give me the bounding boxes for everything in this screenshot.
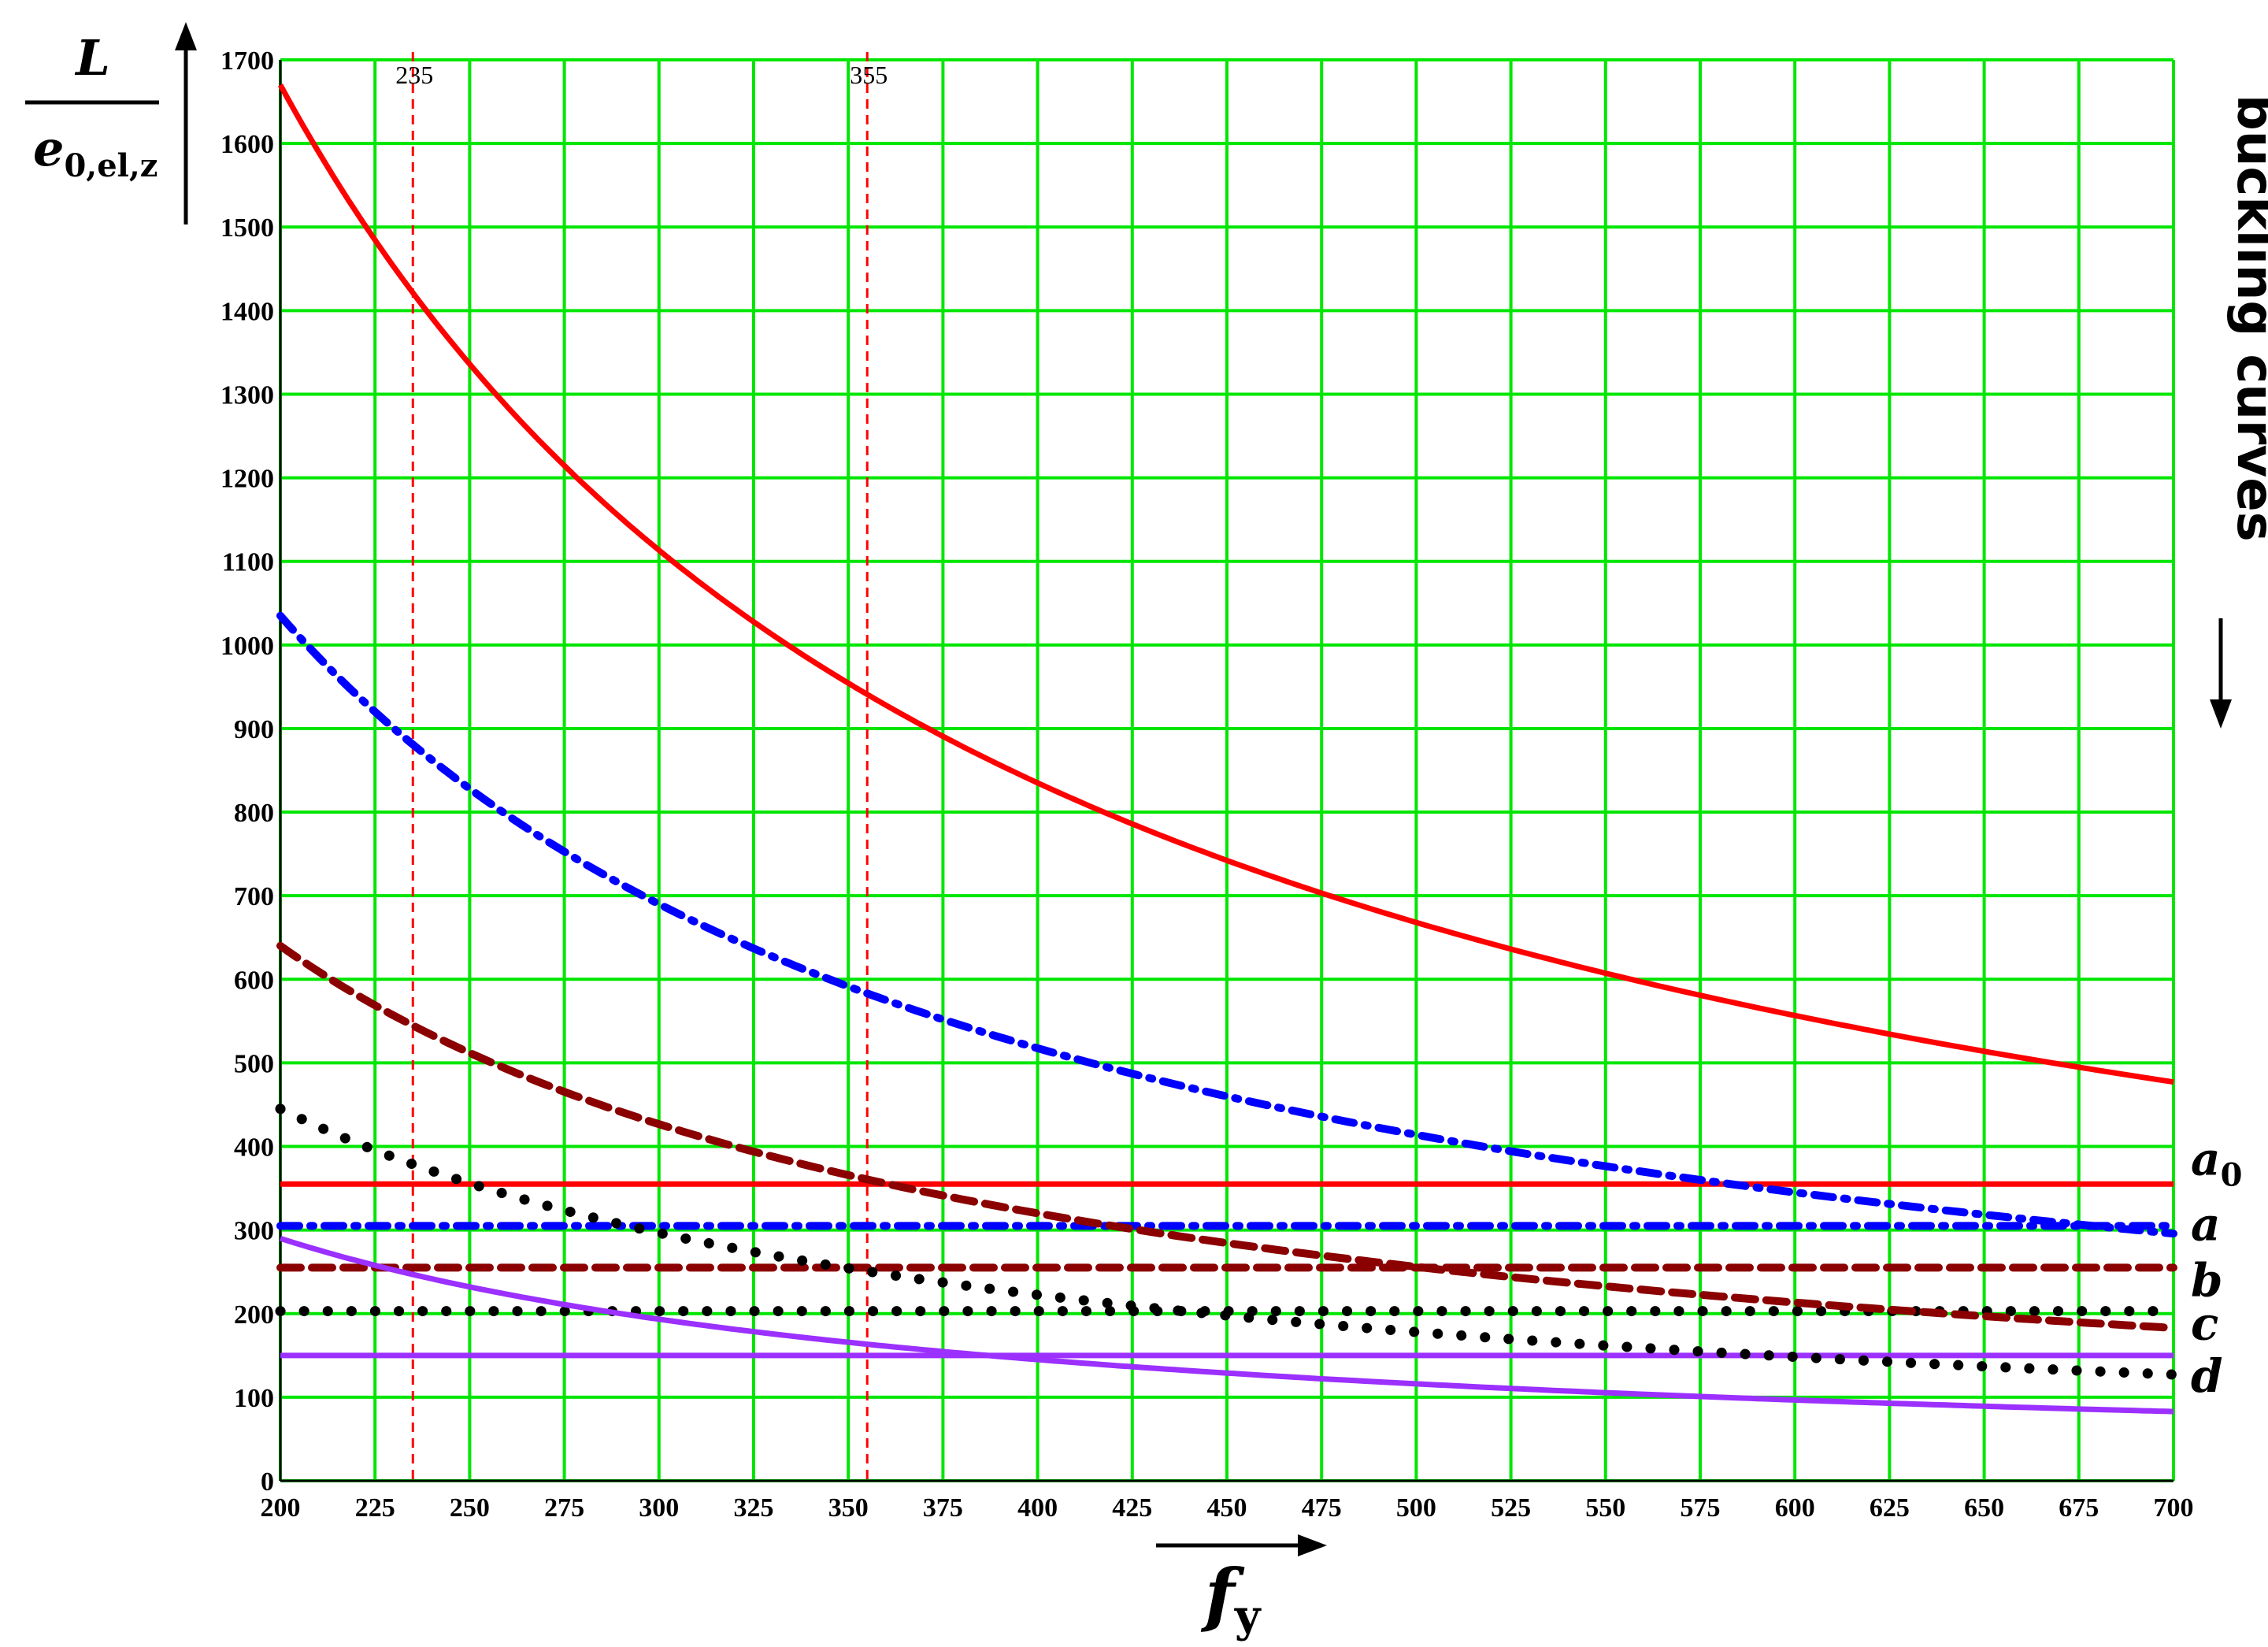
x-tick-label-450: 450 xyxy=(1207,1493,1247,1523)
x-tick-label-675: 675 xyxy=(2059,1493,2099,1523)
x-tick-labels: 200 225 250 275 300 325 350 375 400 425 450 475 500 5… xyxy=(261,1493,2194,1523)
x-tick-label-325: 325 xyxy=(734,1493,774,1523)
curve-label-a0: a0 xyxy=(2191,1132,2242,1193)
y-label-denominator-sub: 0,el,z xyxy=(64,147,158,184)
y-label-denominator: e xyxy=(33,120,64,177)
x-tick-label-375: 375 xyxy=(923,1493,963,1523)
y-tick-label-1000: 1000 xyxy=(220,632,274,661)
curve-label-letter-b: b xyxy=(2191,1253,2223,1307)
x-tick-label-400: 400 xyxy=(1017,1493,1058,1523)
y-label-denominator-group: e0,el,z xyxy=(33,120,158,184)
curve-label-d: d xyxy=(2191,1349,2223,1403)
x-tick-label-500: 500 xyxy=(1396,1493,1436,1523)
y-tick-label-800: 800 xyxy=(234,799,274,828)
y-tick-label-1700: 1700 xyxy=(220,46,274,76)
curve-label-a: a xyxy=(2191,1197,2221,1251)
curve-label-letter-c: c xyxy=(2191,1297,2218,1351)
x-tick-label-575: 575 xyxy=(1681,1493,1721,1523)
x-tick-label-225: 225 xyxy=(355,1493,395,1523)
y-tick-label-1400: 1400 xyxy=(220,297,274,326)
y-tick-label-1600: 1600 xyxy=(220,130,274,159)
curve-label-c: c xyxy=(2191,1297,2218,1351)
y-tick-label-900: 900 xyxy=(234,715,274,744)
series-d-curve xyxy=(279,1235,2174,1415)
y-tick-label-0: 0 xyxy=(261,1467,274,1497)
series-c-curve xyxy=(275,1104,2179,1380)
x-label-sub: y xyxy=(1234,1590,1262,1642)
x-axis-label: fy xyxy=(1200,1553,1262,1642)
x-axis-arrow xyxy=(1156,1534,1327,1556)
y-tick-label-1500: 1500 xyxy=(220,213,274,243)
curve-label-sub-a0: 0 xyxy=(2221,1156,2243,1193)
x-tick-label-475: 475 xyxy=(1302,1493,1342,1523)
y-tick-label-500: 500 xyxy=(234,1049,274,1078)
x-tick-label-250: 250 xyxy=(450,1493,490,1523)
y-tick-label-1300: 1300 xyxy=(220,380,274,410)
grid xyxy=(279,58,2175,1482)
y-tick-label-200: 200 xyxy=(234,1300,274,1330)
x-tick-label-300: 300 xyxy=(639,1493,679,1523)
x-tick-label-600: 600 xyxy=(1775,1493,1815,1523)
y-axis-label: L e0,el,z xyxy=(25,29,159,184)
series-a0-curve xyxy=(277,83,2174,1085)
y-label-numerator: L xyxy=(74,29,110,87)
x-tick-label-650: 650 xyxy=(1964,1493,2004,1523)
series-b-curve xyxy=(276,941,2177,1332)
curves xyxy=(275,83,2179,1415)
x-label-group: fy xyxy=(1200,1553,1262,1642)
y-tick-labels: 0 100 200 300 400 500 600 700 800 900 1000 1100 1200… xyxy=(220,46,274,1497)
y-tick-label-400: 400 xyxy=(234,1133,274,1163)
x-tick-label-425: 425 xyxy=(1112,1493,1152,1523)
curve-label-letter-a0: a xyxy=(2191,1132,2221,1185)
y-axis-arrow xyxy=(175,22,197,224)
y-tick-label-1200: 1200 xyxy=(220,465,274,494)
series-a-curve xyxy=(276,611,2177,1238)
reference-label-235: 235 xyxy=(395,61,433,89)
x-tick-label-550: 550 xyxy=(1585,1493,1625,1523)
curve-label-b: b xyxy=(2191,1253,2223,1307)
y-tick-label-700: 700 xyxy=(234,882,274,911)
side-down-arrow xyxy=(2210,618,2232,729)
reference-label-355: 355 xyxy=(850,61,888,89)
y-tick-label-300: 300 xyxy=(234,1217,274,1246)
x-tick-label-525: 525 xyxy=(1491,1493,1531,1523)
y-tick-label-1100: 1100 xyxy=(222,548,274,577)
x-tick-label-625: 625 xyxy=(1870,1493,1910,1523)
curve-label-letter-a: a xyxy=(2191,1197,2221,1251)
x-tick-label-200: 200 xyxy=(261,1493,301,1523)
side-title: buckling curves xyxy=(2225,95,2268,542)
x-tick-label-350: 350 xyxy=(828,1493,869,1523)
y-tick-label-600: 600 xyxy=(234,966,274,995)
x-tick-label-275: 275 xyxy=(544,1493,584,1523)
x-tick-label-700: 700 xyxy=(2154,1493,2194,1523)
curve-label-letter-d: d xyxy=(2191,1349,2223,1403)
y-tick-label-100: 100 xyxy=(234,1384,274,1413)
